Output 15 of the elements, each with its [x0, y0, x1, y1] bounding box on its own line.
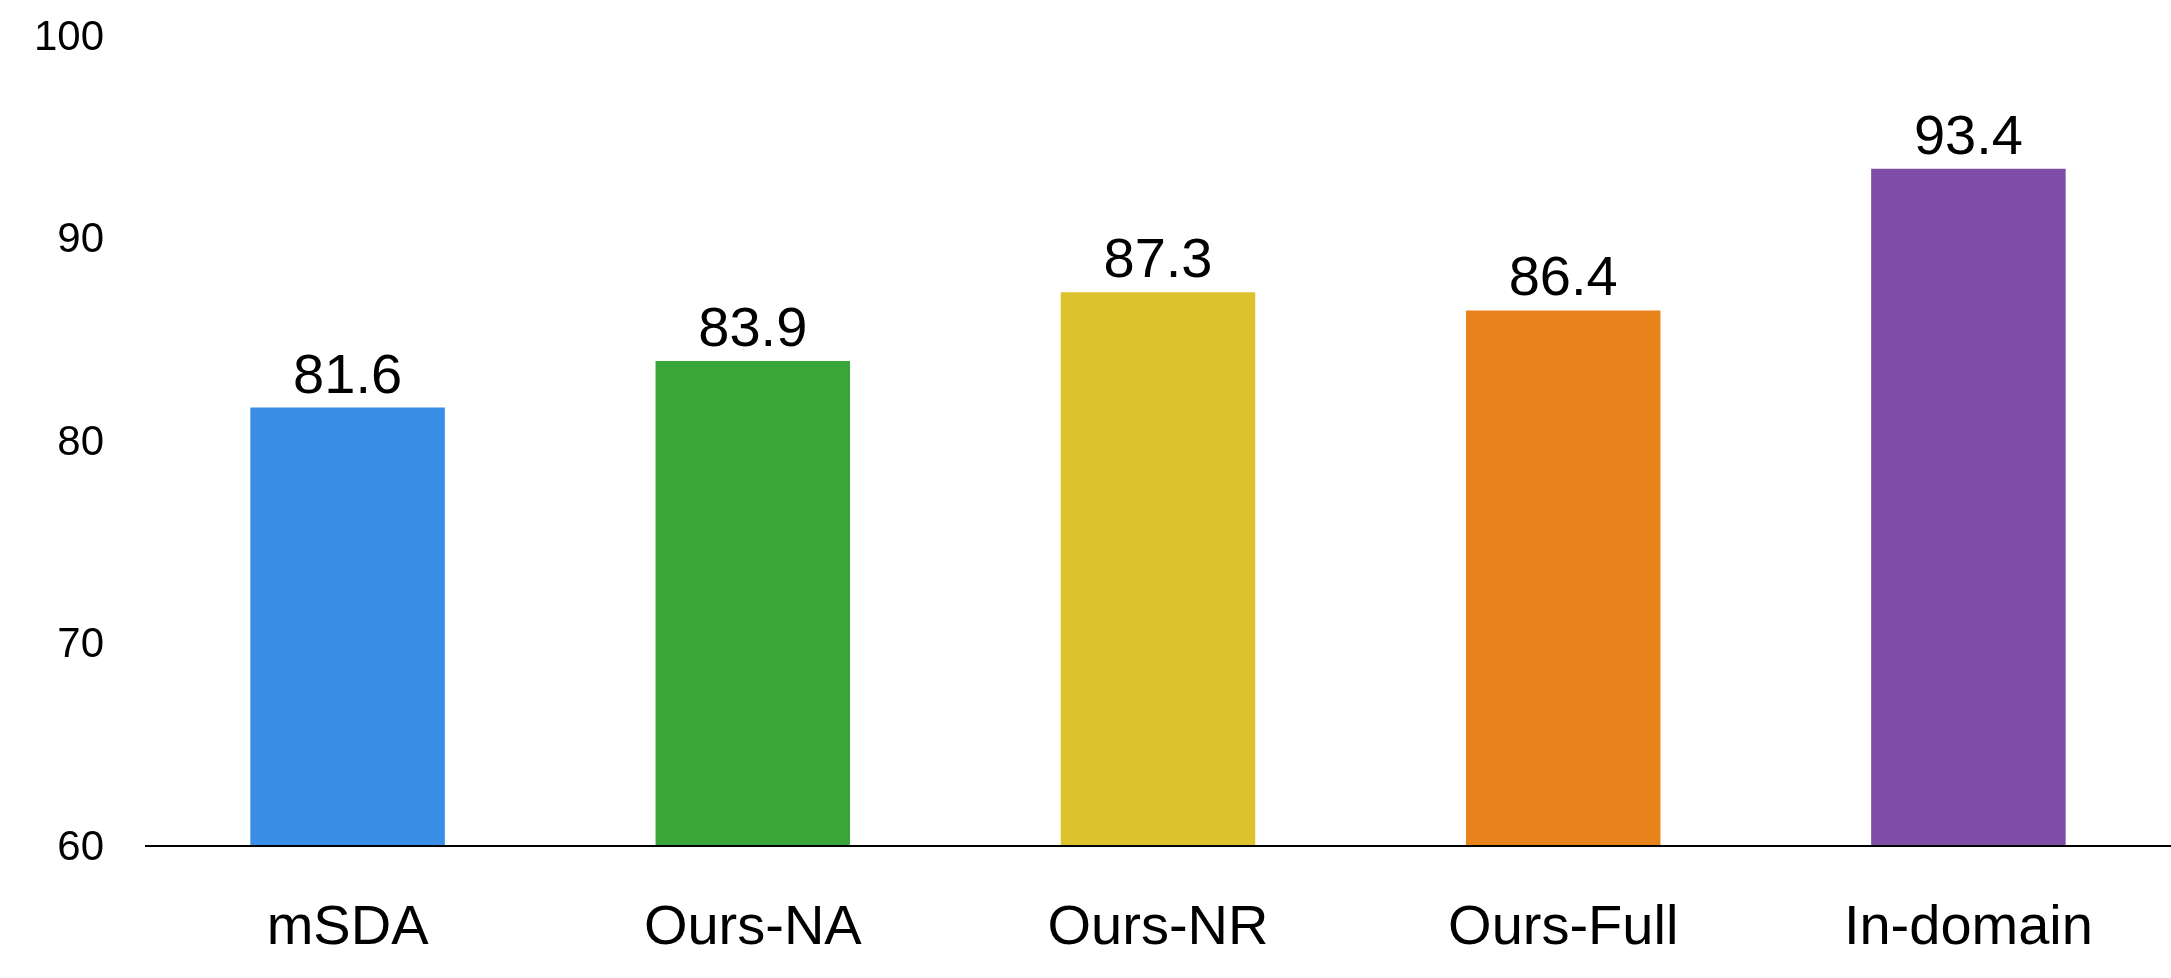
data-label: 87.3	[1103, 226, 1213, 290]
x-tick-label: Ours-NA	[643, 893, 863, 957]
y-tick-label: 90	[57, 214, 104, 262]
x-tick-label: Ours-Full	[1448, 893, 1679, 957]
data-label: 93.4	[1913, 102, 2023, 166]
y-tick-label: 80	[57, 416, 104, 464]
data-label: 86.4	[1508, 244, 1618, 308]
y-tick-label: 70	[57, 619, 104, 667]
x-tick-label: In-domain	[1843, 893, 2093, 957]
x-tick-label: Ours-NR	[1047, 893, 1269, 957]
y-tick-label: 100	[33, 11, 104, 59]
y-tick-label: 60	[57, 821, 104, 869]
x-tick-label: mSDA	[266, 893, 430, 957]
data-label: 81.6	[293, 341, 403, 405]
data-label: 83.9	[698, 295, 808, 359]
